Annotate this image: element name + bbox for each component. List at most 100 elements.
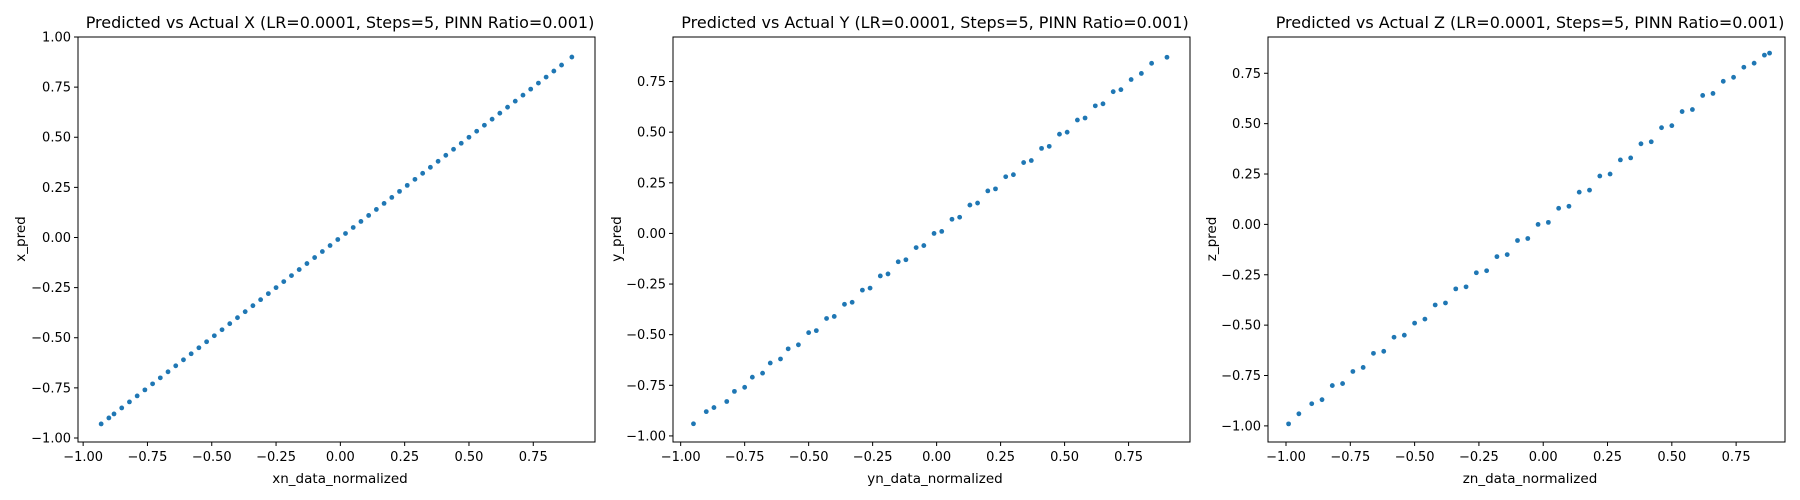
data-point (957, 214, 963, 220)
data-point (451, 146, 456, 152)
x-tick-label: 0.00 (326, 450, 355, 465)
subplot-z: Predicted vs Actual Z (LR=0.0001, Steps=… (1204, 13, 1786, 487)
data-point (1545, 219, 1551, 225)
data-point (319, 249, 325, 254)
data-point (1587, 187, 1592, 193)
data-point (358, 219, 364, 224)
data-point (742, 384, 748, 390)
data-point (404, 182, 410, 188)
data-point (1064, 129, 1070, 135)
data-point (711, 405, 717, 410)
subplot-y: Predicted vs Actual Y (LR=0.0001, Steps=… (609, 13, 1191, 487)
data-point (1371, 350, 1376, 356)
data-point (335, 237, 341, 242)
data-point (1319, 397, 1325, 403)
data-point (551, 68, 557, 74)
y-tick-label: 0.75 (42, 81, 71, 96)
data-point (1082, 115, 1088, 121)
plot-frame (672, 36, 1191, 443)
data-point (1309, 401, 1315, 407)
data-point (1028, 158, 1034, 163)
data-point (949, 216, 955, 222)
subplot-title: Predicted vs Actual Y (LR=0.0001, Steps=… (681, 13, 1188, 32)
data-point (204, 339, 210, 345)
data-point (831, 314, 837, 319)
data-point (967, 202, 973, 208)
data-point (1391, 334, 1397, 340)
y-tick-label: −0.25 (1221, 268, 1261, 283)
x-tick-label: −0.25 (853, 450, 893, 465)
data-point (543, 74, 549, 80)
x-axis-label: xn_data_normalized (272, 471, 407, 487)
x-tick-label: 0.25 (986, 450, 1015, 465)
data-point (250, 303, 256, 309)
x-tick-label: 0.00 (922, 450, 951, 465)
data-point (373, 207, 379, 212)
y-tick-label: 0.75 (1232, 67, 1261, 82)
data-point (1659, 125, 1664, 131)
data-point (219, 327, 225, 333)
data-point (458, 140, 464, 146)
data-point (1350, 369, 1356, 374)
data-point (1690, 107, 1695, 112)
data-point (1453, 286, 1459, 292)
data-point (1597, 173, 1603, 179)
data-point (569, 54, 575, 60)
data-point (281, 279, 287, 285)
data-point (939, 229, 945, 234)
data-point (859, 287, 865, 293)
data-point (1617, 157, 1623, 163)
data-point (1340, 381, 1345, 386)
x-tick-label: 0.25 (390, 450, 419, 465)
data-point (489, 116, 495, 122)
data-point (749, 374, 755, 380)
data-point (885, 271, 891, 277)
data-point (443, 152, 449, 158)
data-point (1607, 171, 1613, 177)
data-point (895, 259, 901, 265)
data-point (1473, 270, 1479, 276)
data-point (703, 409, 709, 415)
data-point (1525, 236, 1531, 241)
data-point (1412, 320, 1418, 326)
plot-frame (77, 36, 596, 443)
data-point (1762, 52, 1767, 58)
data-point (931, 231, 937, 236)
data-point (1329, 383, 1335, 388)
y-tick-label: 0.75 (637, 75, 666, 90)
data-point (127, 399, 132, 405)
data-point (913, 245, 919, 251)
x-tick-label: −1.00 (661, 450, 701, 465)
data-point (1110, 89, 1116, 95)
data-point (420, 170, 426, 176)
data-point (211, 333, 217, 339)
data-point (1648, 139, 1654, 145)
data-point (327, 243, 333, 248)
data-point (296, 267, 302, 272)
x-axis-label: yn_data_normalized (867, 471, 1002, 487)
data-point (157, 375, 163, 381)
data-point (1138, 71, 1144, 76)
data-point (1535, 221, 1541, 227)
data-point (1494, 254, 1500, 260)
data-point (134, 393, 140, 399)
y-tick-label: −0.50 (31, 331, 71, 346)
x-tick-label: 0.50 (1657, 450, 1686, 465)
data-point (242, 309, 248, 315)
data-point (778, 356, 783, 362)
data-point (173, 363, 179, 369)
data-point (258, 297, 264, 303)
x-tick-label: 0.50 (454, 450, 483, 465)
data-point (559, 62, 564, 68)
data-point (381, 201, 387, 206)
data-point (1046, 143, 1052, 149)
y-tick-label: −0.75 (626, 379, 666, 394)
data-point (1422, 316, 1428, 322)
data-point (435, 158, 441, 164)
data-point (1576, 189, 1582, 195)
y-tick-label: −0.50 (1221, 319, 1261, 334)
subplot-title: Predicted vs Actual X (LR=0.0001, Steps=… (86, 13, 595, 32)
y-tick-label: 0.00 (637, 227, 666, 242)
data-point (1731, 74, 1736, 80)
data-point (903, 257, 909, 263)
